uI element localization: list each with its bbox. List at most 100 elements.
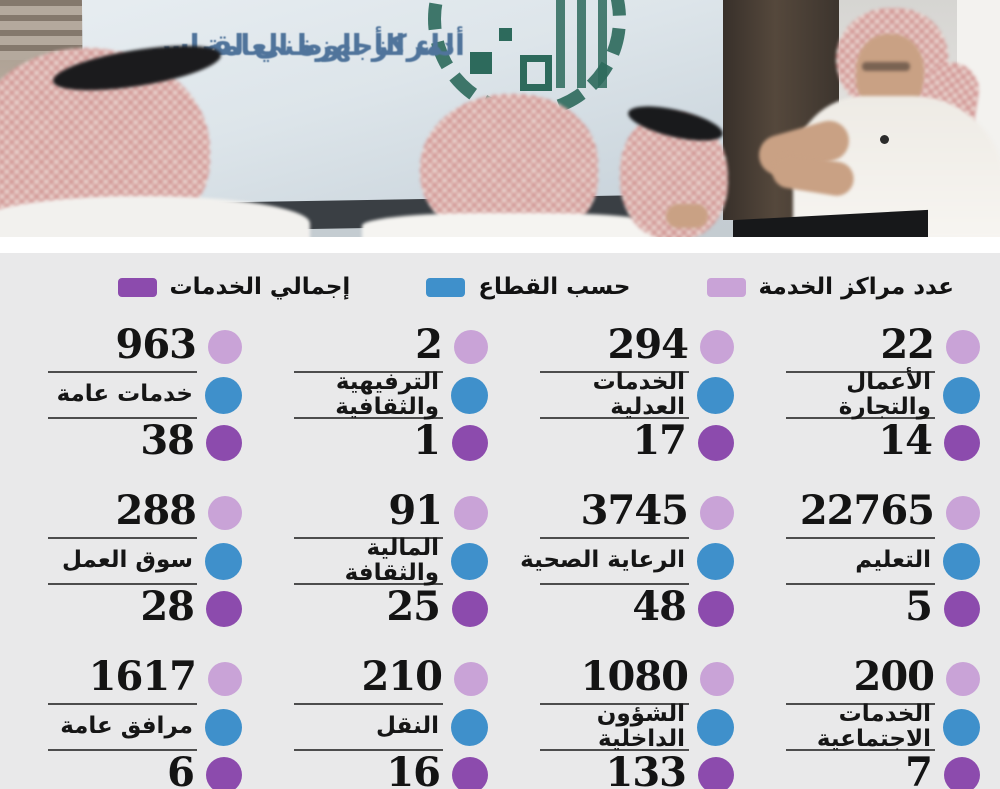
sector-row: الرعاية الصحية (512, 539, 734, 583)
total-services-row: 5 (758, 585, 980, 633)
sector-label: المالية والثقافة (344, 534, 439, 586)
service-centers-row: 1617 (20, 655, 242, 703)
total-services-value: 28 (140, 583, 195, 630)
separator (48, 703, 197, 705)
sector-cell: 1080 الشؤون الداخلية 133 (500, 655, 746, 789)
divider-band (0, 237, 1000, 253)
sector-row: الخدمات العدلية (512, 369, 734, 420)
total-services-dot-icon (452, 591, 488, 627)
service-centers-dot-icon (208, 496, 242, 530)
total-services-value: 38 (140, 417, 195, 464)
separator (540, 417, 689, 419)
service-centers-row: 3745 (512, 489, 734, 537)
separator (540, 537, 689, 539)
sector-label: الخدمات العدلية (592, 368, 685, 420)
total-services-row: 133 (512, 751, 734, 789)
sector-label: سوق العمل (61, 547, 193, 574)
logo-pattern-icon (499, 28, 512, 41)
service-centers-value: 288 (115, 487, 197, 534)
sector-row: النقل (266, 705, 488, 749)
separator (786, 703, 935, 705)
screen-title-line2: أداء الأجهزة العامة (204, 28, 466, 62)
separator (48, 537, 197, 539)
separator (294, 417, 443, 419)
presenter-glasses (862, 62, 910, 71)
service-centers-row: 200 (758, 655, 980, 703)
separator (294, 371, 443, 373)
service-centers-row: 963 (20, 323, 242, 371)
sector-dot-icon (943, 708, 980, 746)
total-services-value: 48 (632, 583, 687, 630)
sector-row: مرافق عامة (20, 705, 242, 749)
total-services-dot-icon (206, 425, 242, 461)
sector-row: سوق العمل (20, 539, 242, 583)
service-centers-row: 288 (20, 489, 242, 537)
total-services-dot-icon (944, 757, 980, 789)
legend-label: عدد مراكز الخدمة (758, 274, 955, 300)
sector-label: الخدمات الاجتماعية (816, 700, 931, 752)
sector-dot-icon (451, 376, 488, 414)
service-centers-row: 2 (266, 323, 488, 371)
total-services-value: 17 (632, 417, 687, 464)
sector-cell: 22 الأعمال والتجارة 14 (746, 323, 992, 467)
stats-grid: 22 الأعمال والتجارة 14 294 الخدمات العدل… (0, 309, 1000, 789)
separator (786, 749, 935, 751)
sector-label: مرافق عامة (60, 713, 193, 740)
legend-item: إجمالي الخدمات (117, 274, 351, 300)
total-services-value: 7 (905, 749, 933, 789)
total-services-value: 25 (386, 583, 441, 630)
sector-dot-icon (205, 376, 242, 414)
service-centers-dot-icon (208, 662, 242, 696)
logo-pattern-icon (470, 52, 492, 74)
separator (294, 749, 443, 751)
separator (48, 749, 197, 751)
total-services-value: 6 (167, 749, 195, 789)
sector-cell: 2 الترفيهية والثقافية 1 (254, 323, 500, 467)
service-centers-value: 294 (607, 321, 689, 368)
service-centers-dot-icon (454, 496, 488, 530)
total-services-row: 17 (512, 419, 734, 467)
sector-cell: 200 الخدمات الاجتماعية 7 (746, 655, 992, 789)
separator (48, 371, 197, 373)
sector-dot-icon (451, 708, 488, 746)
separator (48, 417, 197, 419)
sector-cell: 91 المالية والثقافة 25 (254, 489, 500, 633)
sector-dot-icon (451, 542, 488, 580)
sector-row: الشؤون الداخلية (512, 701, 734, 752)
total-services-dot-icon (944, 425, 980, 461)
total-services-dot-icon (698, 591, 734, 627)
stats-panel: عدد مراكز الخدمة حسب القطاع إجمالي الخدم… (0, 253, 1000, 789)
service-centers-row: 91 (266, 489, 488, 537)
sector-label: الشؤون الداخلية (596, 700, 685, 752)
service-centers-dot-icon (454, 330, 488, 364)
event-photo: المركز الوطني لقياس أداء الأجهزة العامة (0, 0, 1000, 237)
legend-label: حسب القطاع (478, 274, 631, 300)
sector-label: النقل (376, 713, 439, 740)
separator (294, 703, 443, 705)
service-centers-row: 1080 (512, 655, 734, 703)
sector-dot-icon (697, 376, 734, 414)
sector-cell: 210 النقل 16 (254, 655, 500, 789)
microphone-icon (880, 135, 889, 144)
sector-cell: 294 الخدمات العدلية 17 (500, 323, 746, 467)
legend-label: إجمالي الخدمات (169, 274, 351, 300)
separator (294, 583, 443, 585)
sector-cell: 3745 الرعاية الصحية 48 (500, 489, 746, 633)
total-services-row: 7 (758, 751, 980, 789)
service-centers-dot-icon (946, 496, 980, 530)
total-services-dot-icon (698, 425, 734, 461)
service-centers-row: 22 (758, 323, 980, 371)
total-services-dot-icon (944, 591, 980, 627)
sector-label: التعليم (855, 547, 931, 574)
service-centers-row: 22765 (758, 489, 980, 537)
service-centers-dot-icon (700, 662, 734, 696)
separator (294, 537, 443, 539)
sector-dot-icon (205, 708, 242, 746)
sector-row: المالية والثقافة (266, 535, 488, 586)
service-centers-dot-icon (208, 330, 242, 364)
legend-swatch-icon (706, 277, 746, 297)
total-services-row: 1 (266, 419, 488, 467)
sector-dot-icon (943, 542, 980, 580)
separator (540, 749, 689, 751)
